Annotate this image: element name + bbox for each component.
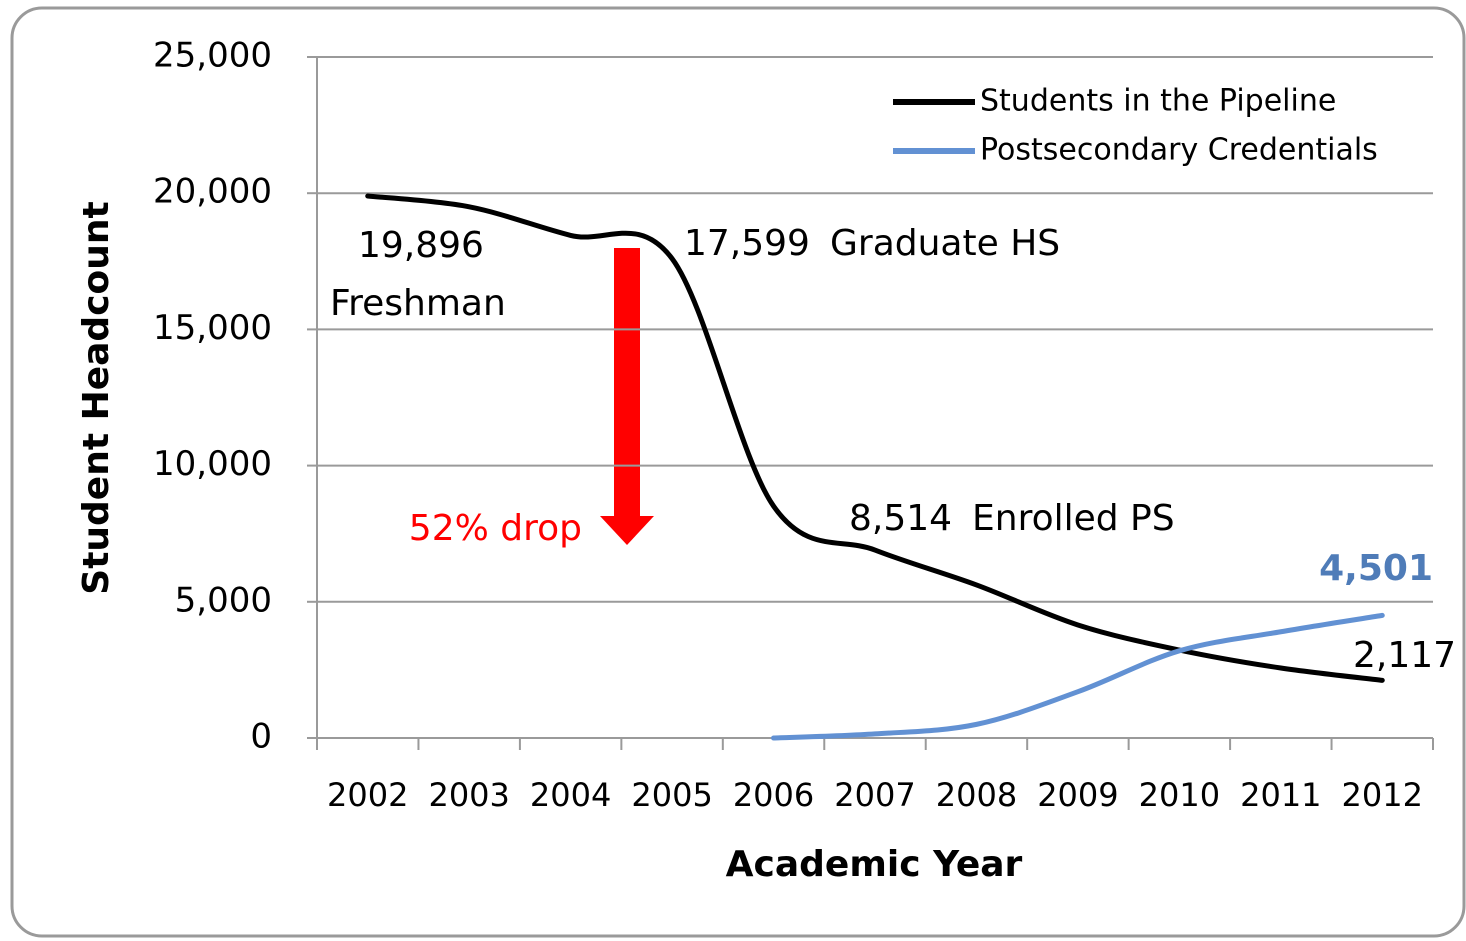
y-tick-label: 20,000 — [153, 172, 272, 212]
x-tick-label: 2007 — [834, 776, 915, 814]
chart-frame — [10, 6, 1466, 938]
legend-label: Postsecondary Credentials — [980, 133, 1378, 168]
y-tick-label: 10,000 — [153, 444, 272, 484]
legend-label: Students in the Pipeline — [980, 84, 1336, 119]
x-tick-label: 2006 — [733, 776, 814, 814]
x-tick-label: 2005 — [631, 776, 712, 814]
x-tick-label: 2009 — [1037, 776, 1118, 814]
y-axis-title: Student Headcount — [76, 201, 117, 594]
data-label: 4,501 — [1319, 548, 1433, 589]
x-tick-label: 2003 — [428, 776, 509, 814]
drop-arrow — [600, 248, 654, 545]
y-tick-label: 5,000 — [175, 580, 272, 620]
arrow-shaft — [614, 248, 640, 518]
annotation: Graduate HS — [830, 223, 1060, 264]
x-axis-title: Academic Year — [726, 844, 1023, 885]
data-label: 19,896 — [358, 225, 484, 266]
x-tick-label: 2008 — [936, 776, 1017, 814]
data-label: 17,599 — [684, 223, 810, 264]
data-label: 2,117 — [1353, 635, 1456, 676]
x-tick-label: 2011 — [1240, 776, 1321, 814]
annotation: Enrolled PS — [972, 498, 1175, 539]
y-tick-label: 25,000 — [153, 36, 272, 76]
x-tick-label: 2010 — [1139, 776, 1220, 814]
x-tick-label: 2004 — [530, 776, 611, 814]
arrow-head — [600, 516, 654, 545]
data-label: 8,514 — [849, 498, 952, 539]
annotation: Freshman — [330, 283, 506, 324]
y-tick-label: 0 — [250, 717, 272, 757]
annotation: 52% drop — [409, 508, 582, 549]
line-series — [365, 193, 1385, 683]
line-series — [771, 612, 1385, 741]
y-tick-label: 15,000 — [153, 308, 272, 348]
x-tick-label: 2012 — [1342, 776, 1423, 814]
x-tick-label: 2002 — [327, 776, 408, 814]
